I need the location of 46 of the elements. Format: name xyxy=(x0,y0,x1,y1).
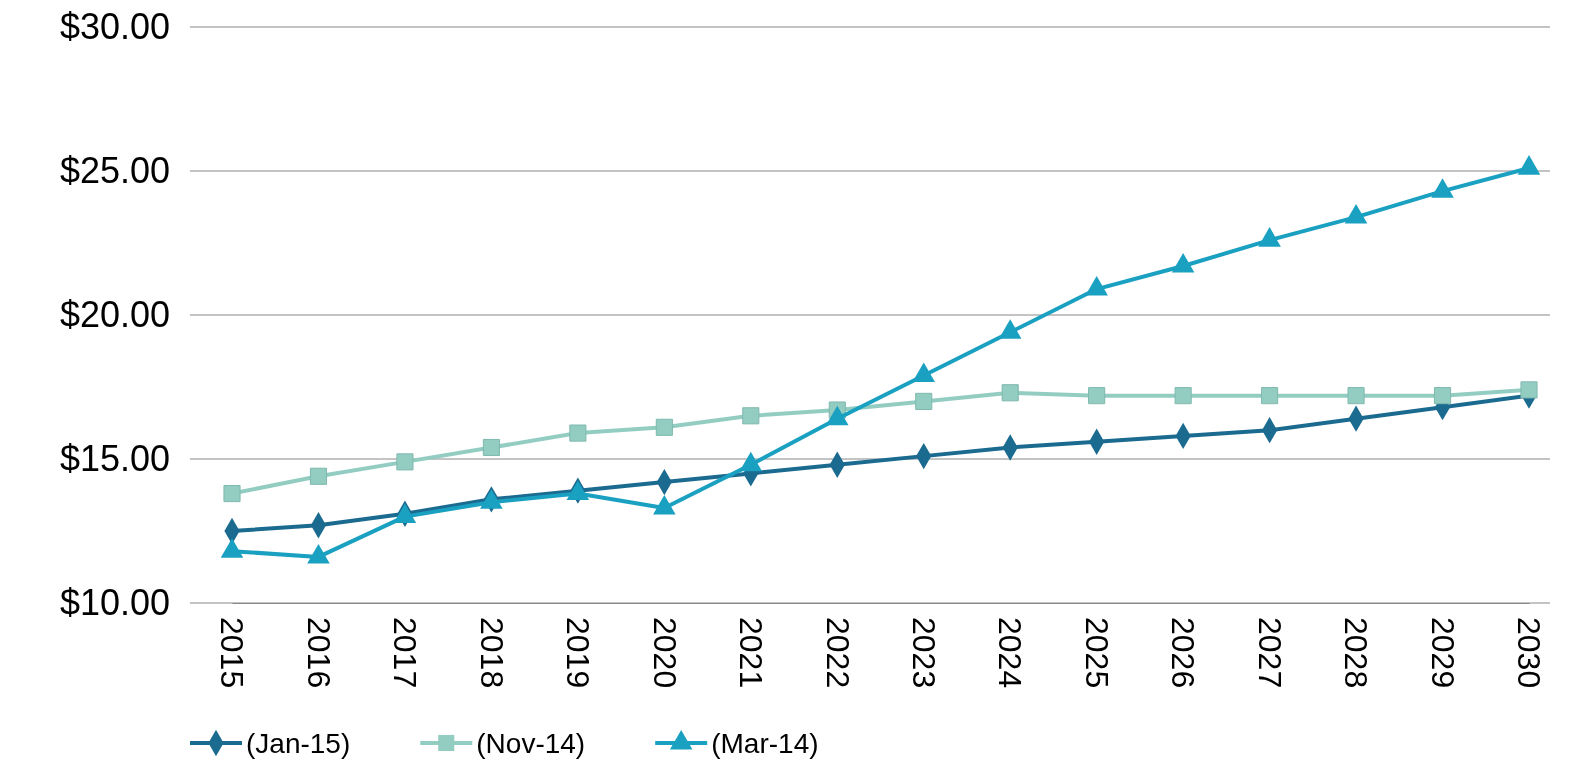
point xyxy=(915,392,933,410)
point xyxy=(742,407,760,425)
x-tick-label: 2029 xyxy=(1424,617,1461,689)
point xyxy=(1261,387,1279,405)
y-tick-label: $10.00 xyxy=(59,582,170,624)
x-tick-label: 2025 xyxy=(1078,617,1115,689)
x-tick-label: 2028 xyxy=(1338,617,1375,689)
legend-label: (Mar-14) xyxy=(711,728,819,759)
y-tick-label: $25.00 xyxy=(59,150,170,192)
x-tick-label: 2021 xyxy=(733,617,770,689)
y-tick-label: $30.00 xyxy=(59,6,170,48)
x-tick-label: 2020 xyxy=(646,617,683,689)
point xyxy=(396,453,414,471)
legend-label: (Nov-14) xyxy=(476,728,586,759)
y-tick-label: $20.00 xyxy=(59,294,170,336)
x-tick-label: 2022 xyxy=(819,617,856,689)
point xyxy=(1433,387,1452,405)
point xyxy=(1001,384,1019,402)
x-tick-label: 2030 xyxy=(1511,617,1548,689)
point xyxy=(1171,253,1195,273)
x-tick-label: 2015 xyxy=(214,617,251,689)
y-tick-label: $15.00 xyxy=(59,438,170,480)
x-tick-label: 2023 xyxy=(906,617,943,689)
point xyxy=(309,467,328,485)
point xyxy=(1174,387,1192,405)
point xyxy=(223,485,241,503)
x-tick-label: 2019 xyxy=(560,617,597,689)
point xyxy=(1344,204,1368,224)
x-tick-label: 2016 xyxy=(300,617,337,689)
legend-label: (Jan-15) xyxy=(246,728,351,759)
point xyxy=(569,424,587,442)
point xyxy=(1431,178,1454,198)
x-tick-label: 2026 xyxy=(1165,617,1202,689)
x-tick-label: 2017 xyxy=(387,617,424,689)
x-tick-label: 2027 xyxy=(1251,617,1288,689)
point xyxy=(1520,381,1538,399)
point xyxy=(1347,387,1365,405)
x-tick-label: 2024 xyxy=(992,617,1029,689)
point xyxy=(1517,155,1541,175)
x-tick-label: 2018 xyxy=(473,617,510,689)
point xyxy=(998,319,1022,339)
point xyxy=(1088,387,1106,405)
point xyxy=(482,438,500,457)
point xyxy=(1085,276,1108,296)
point xyxy=(655,418,673,436)
point xyxy=(1258,227,1281,247)
